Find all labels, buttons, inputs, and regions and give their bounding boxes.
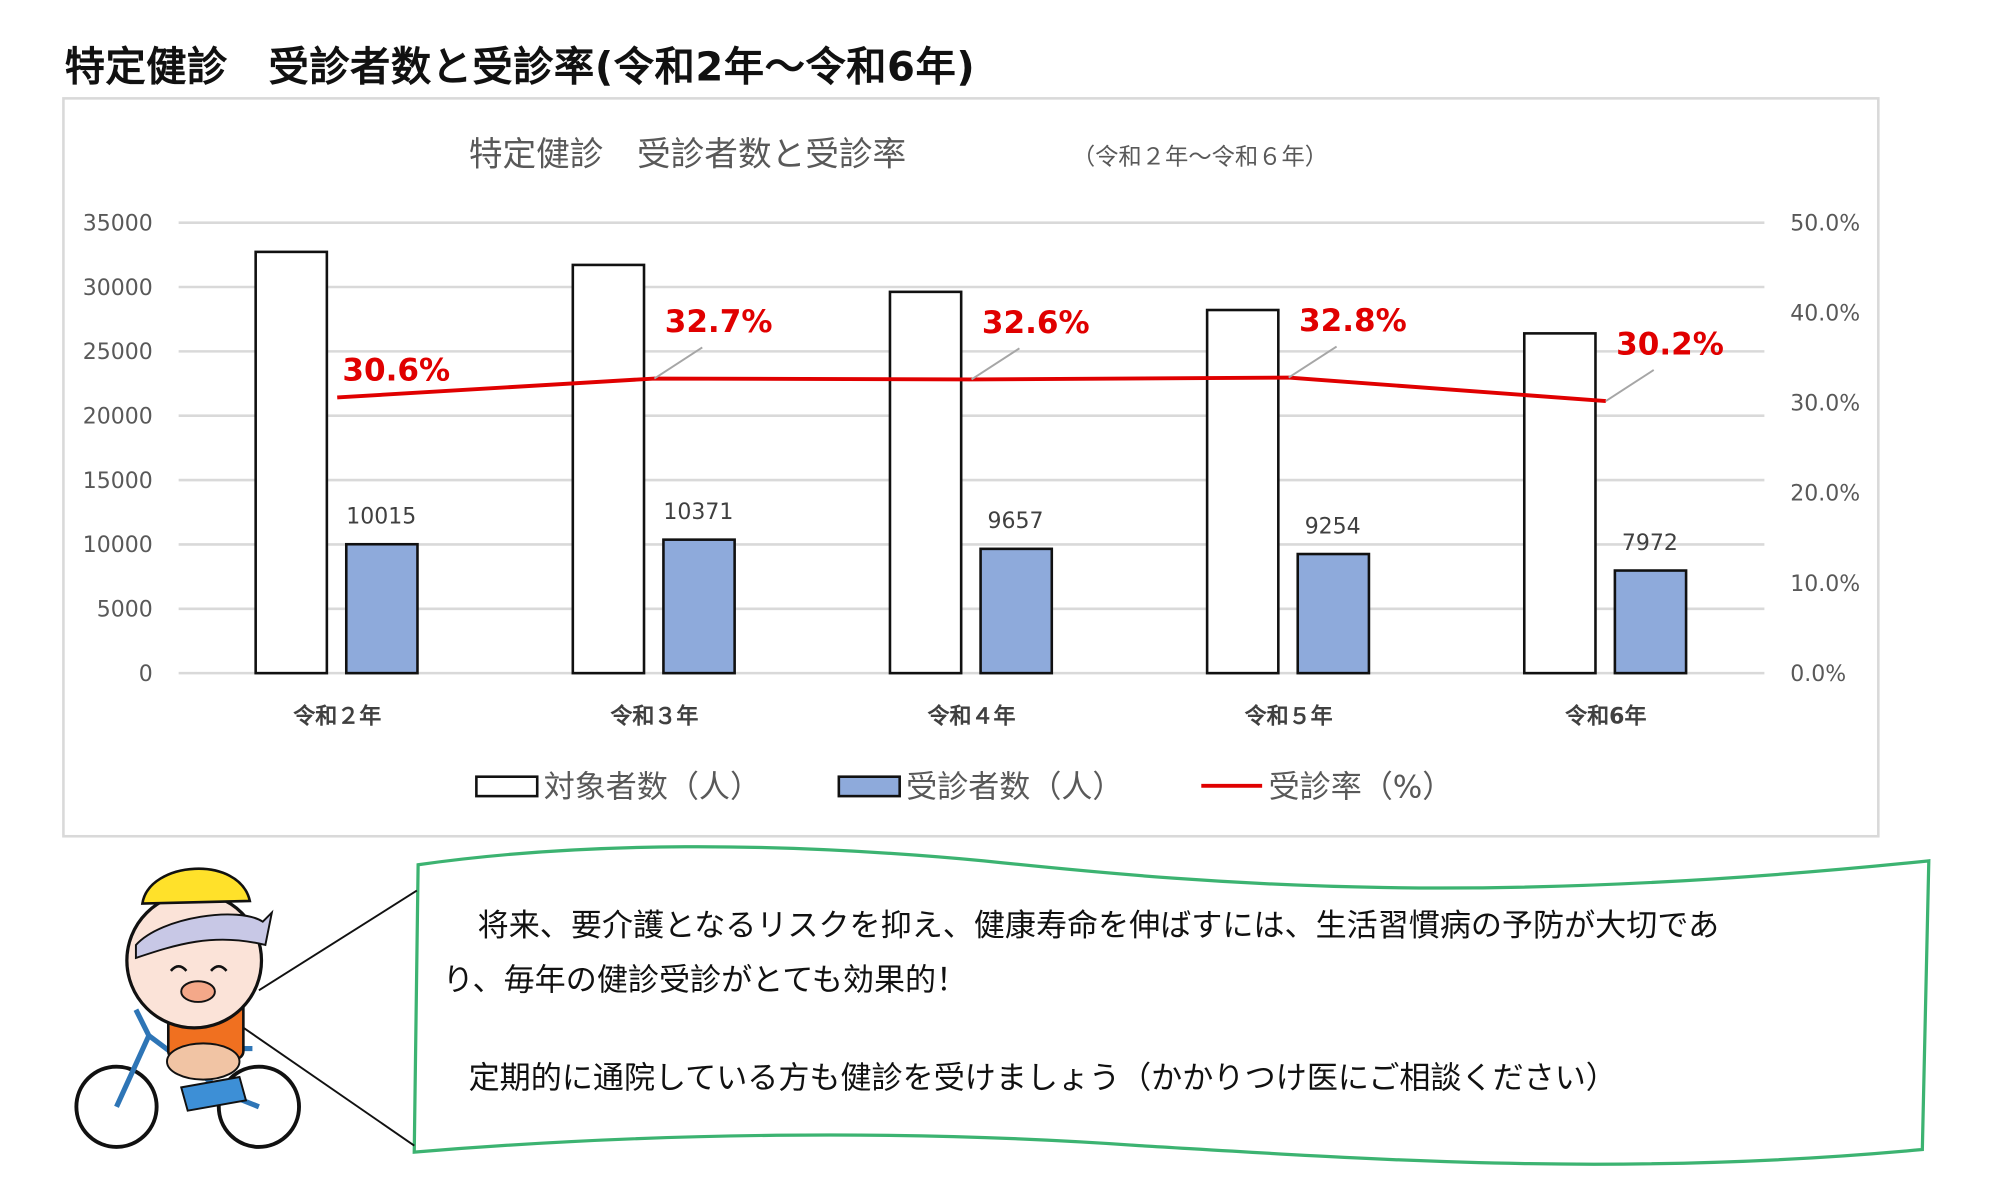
rate-value-label: 30.6%: [342, 353, 450, 389]
legend-label-target: 対象者数（人）: [544, 769, 761, 805]
examinee-value-label: 9657: [988, 509, 1044, 534]
target-bar: [571, 263, 646, 675]
helmet-icon: [140, 867, 252, 905]
left-axis-tick: 5000: [97, 598, 153, 623]
chart-title: 特定健診 受診者数と受診率: [469, 135, 906, 174]
right-axis-tick: 30.0%: [1790, 392, 1860, 417]
target-bar: [1205, 308, 1280, 675]
target-bar: [1522, 332, 1597, 675]
category-label: 令和6年: [1565, 704, 1646, 730]
rate-value-label: 32.6%: [982, 305, 1090, 341]
rate-value-label: 30.2%: [1616, 326, 1724, 362]
chart-subtitle: （令和２年～令和６年）: [1072, 143, 1328, 170]
bubble-outline: [412, 845, 1931, 1166]
bubble-text-line1: 将来、要介護となるリスクを抑え、健康寿命を伸ばすには、生活習慣病の予防が大切であ: [446, 907, 1720, 944]
bicycle-front-wheel-icon: [216, 1064, 301, 1149]
right-axis-tick: 10.0%: [1790, 572, 1860, 597]
target-bar: [254, 250, 329, 675]
left-axis-tick: 20000: [83, 404, 153, 429]
right-axis-tick: 20.0%: [1790, 482, 1860, 507]
bubble-pointer-line: [229, 1017, 415, 1147]
rate-value-label: 32.7%: [665, 304, 773, 340]
chart-frame: [62, 97, 1880, 838]
bubble-pointer-line: [258, 889, 418, 992]
left-axis-tick: 10000: [83, 533, 153, 558]
examinee-value-label: 10371: [663, 500, 733, 525]
right-axis-tick: 40.0%: [1790, 302, 1860, 327]
examinee-bar: [1613, 569, 1688, 675]
examinee-value-label: 10015: [346, 505, 416, 530]
left-axis-tick: 25000: [83, 340, 153, 365]
page-title: 特定健診 受診者数と受診率(令和2年～令和6年): [64, 44, 976, 91]
category-label: 令和２年: [293, 704, 381, 730]
legend-label-rate: 受診率（%）: [1269, 769, 1454, 805]
legend-swatch-target: [475, 775, 539, 798]
pig-cyclist-illustration: [74, 867, 301, 1149]
examinee-bar: [979, 547, 1054, 675]
bubble-text-line3: 定期的に通院している方も健診を受けましょう（かかりつけ医にご相談ください）: [468, 1060, 1617, 1097]
left-axis-tick: 30000: [83, 276, 153, 301]
examinee-value-label: 7972: [1622, 531, 1678, 556]
rate-leader-line: [1288, 345, 1338, 379]
pig-face-icon: [125, 891, 264, 1030]
right-axis-tick: 0.0%: [1790, 662, 1846, 687]
rate-leader-line: [970, 347, 1020, 381]
rate-line: [337, 375, 1606, 403]
legend-label-examinee: 受診者数（人）: [906, 769, 1123, 805]
rate-value-label: 32.8%: [1299, 303, 1407, 339]
rate-leader-line: [1605, 369, 1655, 402]
examinee-bar: [662, 538, 736, 675]
legend-swatch-examinee: [837, 775, 901, 798]
left-axis-tick: 0: [139, 662, 153, 687]
category-label: 令和４年: [928, 704, 1016, 730]
category-label: 令和５年: [1245, 704, 1333, 730]
left-axis-tick: 35000: [83, 211, 153, 236]
examinee-value-label: 9254: [1305, 514, 1361, 539]
rate-leader-line: [653, 346, 703, 380]
examinee-bar: [1296, 552, 1371, 675]
examinee-bar: [344, 542, 419, 675]
right-axis-tick: 50.0%: [1790, 211, 1860, 236]
bubble-text-line2: り、毎年の健診受診がとても効果的！: [442, 961, 968, 999]
left-axis-tick: 15000: [83, 469, 153, 494]
category-label: 令和３年: [610, 704, 698, 730]
target-bar: [888, 290, 963, 675]
bicycle-rear-wheel-icon: [74, 1064, 159, 1149]
